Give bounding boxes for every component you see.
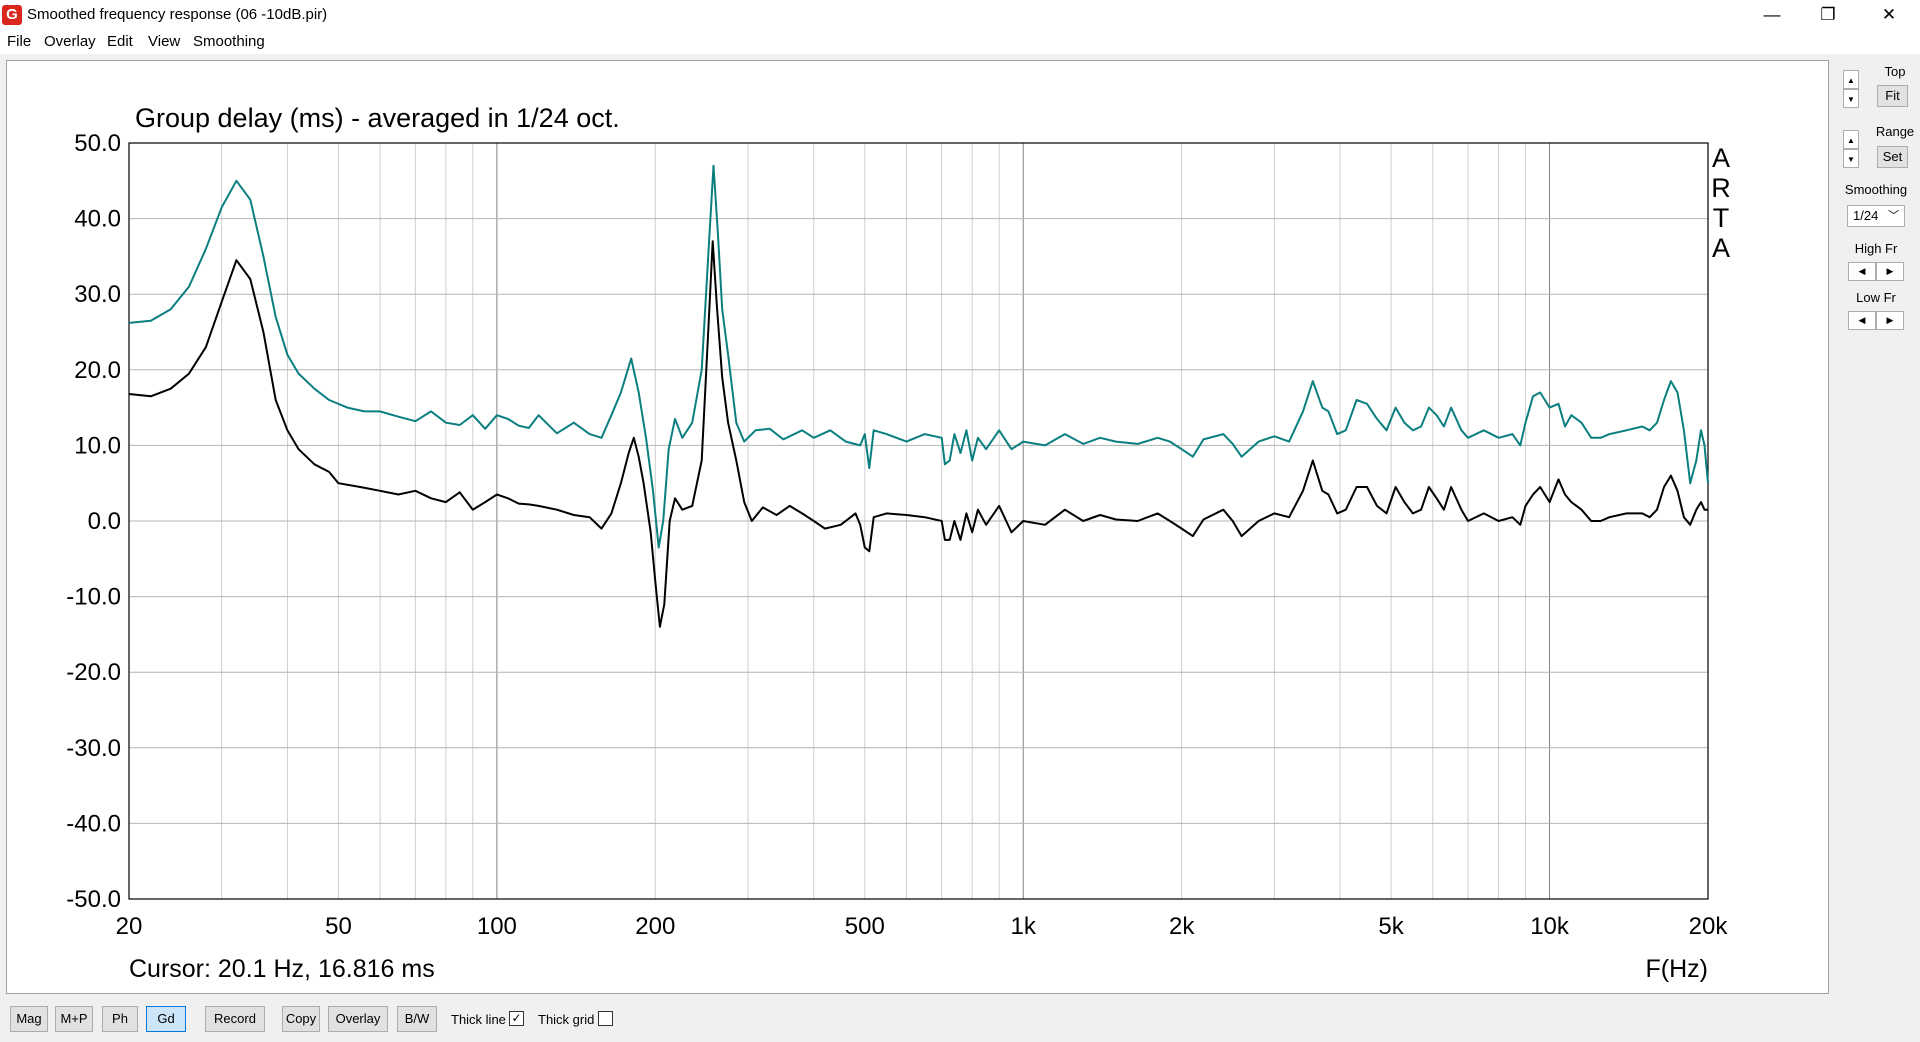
smoothing-select[interactable]: 1/24 ﹀ (1847, 205, 1905, 227)
y-tick-label: 20.0 (74, 357, 121, 384)
gd-button[interactable]: Gd (146, 1006, 186, 1032)
thick-line-label: Thick line (451, 1012, 506, 1027)
range-up-spin[interactable]: ▲ (1843, 130, 1859, 149)
x-tick-label: 10k (1530, 913, 1570, 940)
x-tick-label: 20 (116, 913, 143, 940)
x-tick-label: 1k (1011, 913, 1037, 940)
app-logo-icon: G (2, 5, 22, 25)
y-tick-label: 0.0 (88, 508, 121, 535)
set-button[interactable]: Set (1877, 146, 1908, 168)
fit-button[interactable]: Fit (1877, 85, 1908, 107)
top-up-spin[interactable]: ▲ (1843, 70, 1859, 89)
arta-watermark-letter: T (1713, 203, 1730, 233)
plot-area[interactable]: 50.0 40.0 30.0 20.0 10.0 0.0 -10.0 -20.0 -30.0 -4… (6, 60, 1829, 994)
thick-grid-checkbox[interactable] (598, 1011, 613, 1026)
m-plus-p-button[interactable]: M+P (55, 1006, 93, 1032)
high-fr-label: High Fr (1854, 241, 1898, 256)
smoothing-value: 1/24 (1853, 208, 1879, 223)
x-tick-label: 100 (477, 913, 517, 940)
y-tick-label: -50.0 (66, 886, 121, 913)
chart-title: Group delay (ms) - averaged in 1/24 oct. (135, 103, 620, 133)
bottom-toolbar: Mag M+P Ph Gd Record Copy Overlay B/W Th… (0, 994, 1920, 1042)
x-axis-label: F(Hz) (1646, 955, 1708, 983)
menu-edit[interactable]: Edit (107, 33, 133, 50)
x-tick-label: 20k (1689, 913, 1729, 940)
top-down-spin[interactable]: ▼ (1843, 89, 1859, 108)
copy-button[interactable]: Copy (282, 1006, 320, 1032)
cursor-readout: Cursor: 20.1 Hz, 16.816 ms (129, 955, 435, 983)
x-tick-label: 50 (325, 913, 352, 940)
menu-file[interactable]: File (7, 33, 32, 50)
y-tick-label: 40.0 (74, 206, 121, 233)
smoothing-label: Smoothing (1844, 182, 1908, 197)
thick-grid-label: Thick grid (538, 1012, 595, 1027)
low-fr-right-button[interactable]: ▶ (1876, 311, 1904, 330)
close-button[interactable]: ✕ (1881, 5, 1897, 24)
high-fr-left-button[interactable]: ◀ (1848, 262, 1876, 281)
high-fr-right-button[interactable]: ▶ (1876, 262, 1904, 281)
y-tick-label: 30.0 (74, 281, 121, 308)
y-tick-label: -40.0 (66, 810, 121, 837)
x-tick-label: 500 (845, 913, 885, 940)
range-label: Range (1875, 124, 1915, 139)
bw-button[interactable]: B/W (397, 1006, 437, 1032)
low-fr-label: Low Fr (1856, 290, 1896, 305)
mag-button[interactable]: Mag (10, 1006, 48, 1032)
overlay-button[interactable]: Overlay (328, 1006, 388, 1032)
menu-bar: File Overlay Edit View Smoothing (0, 30, 1920, 54)
menu-smoothing[interactable]: Smoothing (193, 33, 265, 50)
chevron-down-icon: ﹀ (1888, 210, 1899, 222)
arta-watermark-letter: A (1712, 143, 1730, 173)
y-tick-label: -10.0 (66, 584, 121, 611)
thick-line-checkbox[interactable]: ✓ (509, 1011, 524, 1026)
restore-button[interactable]: ❐ (1820, 5, 1836, 24)
x-tick-label: 2k (1169, 913, 1195, 940)
y-tick-label: 50.0 (74, 130, 121, 157)
range-down-spin[interactable]: ▼ (1843, 149, 1859, 168)
x-tick-label: 5k (1378, 913, 1404, 940)
menu-view[interactable]: View (148, 33, 181, 50)
y-tick-label: -20.0 (66, 659, 121, 686)
window-title: Smoothed frequency response (06 -10dB.pi… (27, 6, 328, 23)
low-fr-left-button[interactable]: ◀ (1848, 311, 1876, 330)
arta-watermark-letter: A (1712, 233, 1730, 263)
series-0-line (128, 164, 1709, 549)
arta-watermark-letter: R (1711, 173, 1731, 203)
minimize-button[interactable]: — (1763, 5, 1781, 24)
x-tick-label: 200 (635, 913, 675, 940)
menu-overlay[interactable]: Overlay (44, 33, 96, 50)
y-tick-label: 10.0 (74, 432, 121, 459)
series-1-line (128, 240, 1708, 628)
right-control-panel: ▲ ▼ Top Fit ▲ ▼ Range Set Smoothing 1/24… (1830, 60, 1920, 992)
y-tick-label: -30.0 (66, 735, 121, 762)
title-bar: G Smoothed frequency response (06 -10dB.… (0, 0, 1920, 30)
top-label: Top (1884, 64, 1906, 79)
ph-button[interactable]: Ph (102, 1006, 138, 1032)
plot-border (128, 142, 1709, 900)
group-delay-chart[interactable]: 50.0 40.0 30.0 20.0 10.0 0.0 -10.0 -20.0 -30.0 -4… (7, 61, 1828, 993)
record-button[interactable]: Record (205, 1006, 265, 1032)
